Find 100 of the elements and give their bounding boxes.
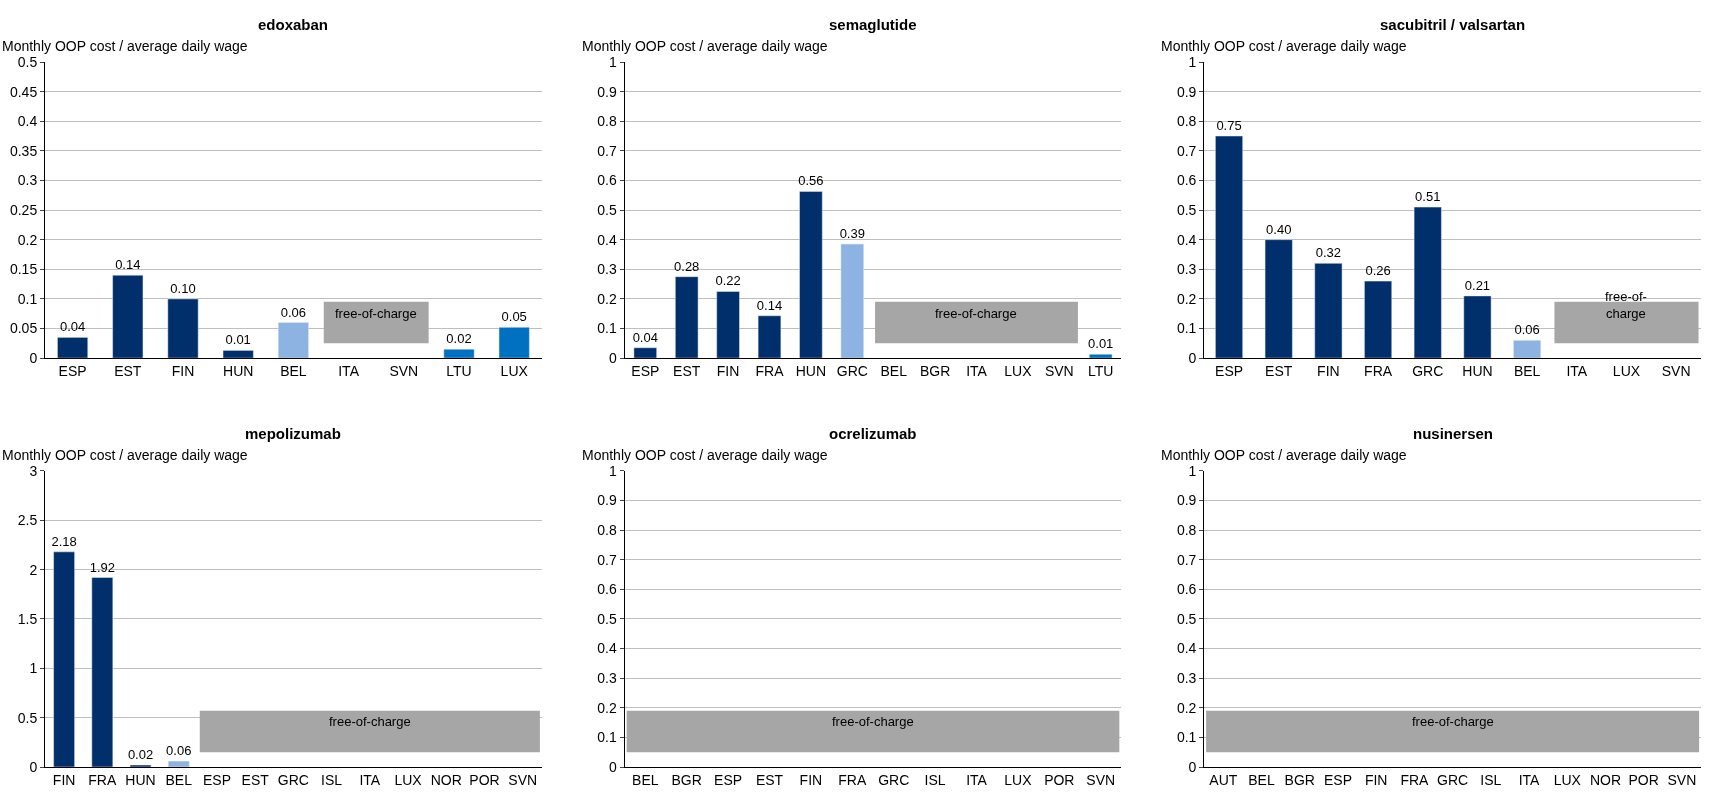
y-tick-label: 0.7 xyxy=(1176,551,1197,568)
bar xyxy=(799,191,823,359)
x-tick-label: ESP xyxy=(202,771,231,788)
x-tick-label: POR xyxy=(1628,771,1659,788)
x-tick-label: BGR xyxy=(671,771,702,788)
x-tick-label: ISL xyxy=(924,771,946,788)
y-tick-label: 0.5 xyxy=(17,709,38,726)
x-tick-label: BEL xyxy=(1513,362,1541,379)
x-tick-label: LTU xyxy=(1087,362,1114,379)
y-tick-label: 0.4 xyxy=(597,231,618,248)
y-tick-label: 1 xyxy=(1188,53,1197,70)
y-tick-label: 0.2 xyxy=(597,290,618,307)
data-label: 0.05 xyxy=(501,309,527,325)
y-tick-label: 0.1 xyxy=(1176,729,1197,746)
x-tick-label: FRA xyxy=(838,771,867,788)
bar xyxy=(716,291,740,359)
y-tick-label: 0.2 xyxy=(597,699,618,716)
x-tick-label: BGR xyxy=(1284,771,1315,788)
x-tick-label: EST xyxy=(241,771,270,788)
y-tick-label: 0.5 xyxy=(597,610,618,627)
x-tick-label: SVN xyxy=(1044,362,1074,379)
y-tick-label: 0 xyxy=(609,758,617,775)
y-tick-label: 1 xyxy=(609,53,617,70)
y-tick-label: 0.9 xyxy=(597,83,618,100)
y-tick-label: 1 xyxy=(29,660,38,677)
x-tick-label: FRA xyxy=(1400,771,1430,788)
data-label: 0.75 xyxy=(1216,118,1242,134)
x-tick-label: GRC xyxy=(1412,362,1444,379)
y-tick-label: 2.5 xyxy=(17,512,38,529)
x-tick-label: POR xyxy=(469,771,500,788)
y-tick-label: 0.6 xyxy=(1176,581,1197,598)
y-tick-label: 1 xyxy=(1188,462,1197,479)
y-tick-label: 0 xyxy=(29,350,38,366)
x-tick-label: GRC xyxy=(878,771,910,788)
y-axis-title: Monthly OOP cost / average daily wage xyxy=(1161,38,1407,54)
chart-title: edoxaban xyxy=(258,16,329,33)
bar xyxy=(1314,263,1343,359)
x-tick-label: SVN xyxy=(508,771,538,788)
x-tick-label: SVN xyxy=(389,362,419,379)
y-tick-label: 0.6 xyxy=(597,581,618,598)
y-tick-label: 0.9 xyxy=(1176,492,1197,509)
y-tick-label: 0.6 xyxy=(597,172,618,189)
y-tick-label: 0.3 xyxy=(597,261,618,278)
x-tick-label: NOR xyxy=(430,771,462,788)
x-tick-label: ITA xyxy=(966,362,988,379)
x-tick-label: ESP xyxy=(1215,362,1244,379)
x-tick-label: SVN xyxy=(1661,362,1691,379)
band-label: free-of-charge xyxy=(832,714,914,729)
x-tick-label: EST xyxy=(1265,362,1293,379)
y-tick-label: 0.15 xyxy=(9,261,38,278)
y-axis-title: Monthly OOP cost / average daily wage xyxy=(2,38,248,54)
x-tick-label: ITA xyxy=(359,771,381,788)
y-tick-label: 0 xyxy=(29,758,38,775)
x-tick-label: FIN xyxy=(1317,362,1340,379)
data-label: 0.10 xyxy=(170,280,196,296)
y-tick-label: 0.1 xyxy=(1176,320,1197,337)
x-tick-label: GRC xyxy=(1437,771,1469,788)
data-label: 0.32 xyxy=(1315,245,1342,261)
x-tick-label: FIN xyxy=(799,771,823,788)
data-label: 0.26 xyxy=(1365,263,1391,279)
y-tick-label: 0.4 xyxy=(597,640,618,657)
y-tick-label: 0.2 xyxy=(17,231,38,248)
x-tick-label: FIN xyxy=(52,771,76,788)
bar xyxy=(167,760,190,767)
data-label: 0.22 xyxy=(715,273,741,289)
y-tick-label: 0.5 xyxy=(1176,201,1197,218)
chart-title: sacubitril / valsartan xyxy=(1380,16,1526,33)
bar xyxy=(57,337,89,359)
y-axis-title: Monthly OOP cost / average daily wage xyxy=(582,447,828,463)
x-tick-label: EST xyxy=(114,362,142,379)
band-label: free-of-charge xyxy=(329,714,411,729)
x-tick-label: LUX xyxy=(1004,362,1033,379)
data-label: 0.02 xyxy=(127,747,154,763)
y-tick-label: 0.4 xyxy=(17,113,38,130)
bar xyxy=(1513,340,1542,359)
bar xyxy=(222,350,254,359)
y-tick-label: 0.6 xyxy=(1176,172,1197,189)
bar xyxy=(498,327,530,359)
x-tick-label: LTU xyxy=(446,362,472,379)
bar xyxy=(277,322,309,359)
y-tick-label: 1.5 xyxy=(17,610,38,627)
y-tick-label: 0.8 xyxy=(1176,113,1197,130)
x-tick-label: EST xyxy=(755,771,784,788)
data-label: 0.06 xyxy=(1514,322,1540,338)
y-tick-label: 0.5 xyxy=(597,201,618,218)
x-tick-label: ESP xyxy=(1323,771,1352,788)
y-tick-label: 0.3 xyxy=(17,172,38,189)
data-label: 0.39 xyxy=(839,226,865,242)
y-tick-label: 0.7 xyxy=(597,142,618,159)
x-tick-label: ITA xyxy=(338,362,360,379)
x-tick-label: BEL xyxy=(880,362,908,379)
y-tick-label: 0.1 xyxy=(17,290,38,307)
x-tick-label: POR xyxy=(1044,771,1075,788)
y-tick-label: 0 xyxy=(609,350,617,366)
x-tick-label: GRC xyxy=(277,771,309,788)
y-tick-label: 0.8 xyxy=(597,113,618,130)
y-tick-label: 3 xyxy=(29,462,38,479)
y-tick-label: 0.2 xyxy=(1176,290,1197,307)
y-tick-label: 0.9 xyxy=(1176,83,1197,100)
chart-title: semaglutide xyxy=(829,16,917,33)
